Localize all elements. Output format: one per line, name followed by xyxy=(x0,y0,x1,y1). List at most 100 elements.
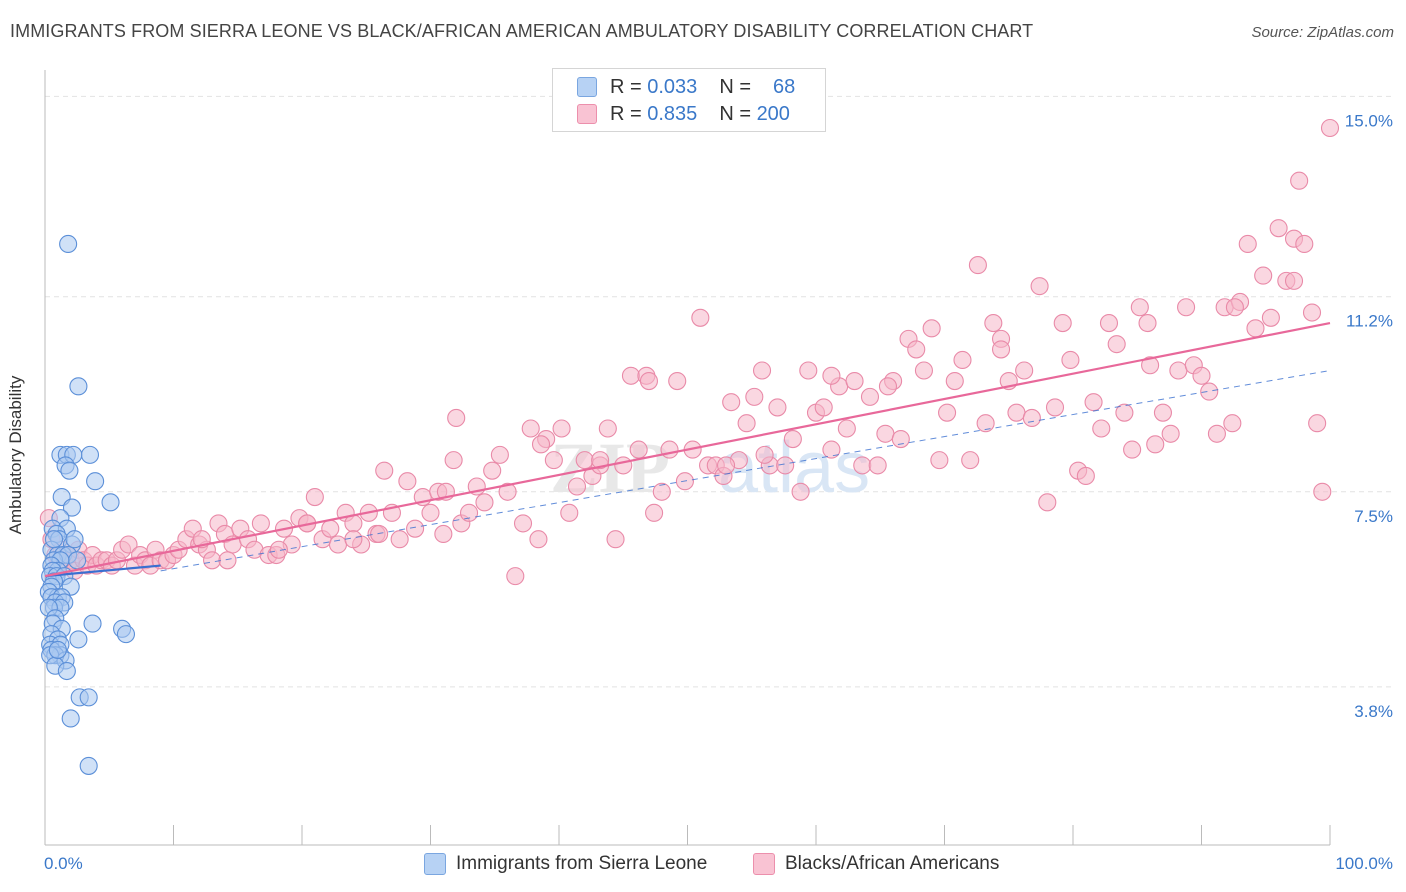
bottom-legend-label: Immigrants from Sierra Leone xyxy=(456,853,708,874)
point-black-african-american xyxy=(1238,234,1257,254)
point-black-african-american xyxy=(406,519,425,538)
point-black-african-american xyxy=(822,366,841,385)
point-sierra-leone xyxy=(80,445,100,464)
point-black-african-american xyxy=(398,472,417,491)
point-black-african-american xyxy=(1302,303,1322,322)
point-black-african-american xyxy=(860,387,880,406)
bottom-legend-item-black-african-american[interactable]: Blacks/African Americans xyxy=(753,852,999,876)
point-black-african-american xyxy=(483,461,502,480)
point-black-african-american xyxy=(639,372,659,391)
point-black-african-american xyxy=(1007,403,1026,422)
point-black-african-american xyxy=(1099,314,1119,333)
point-black-african-american xyxy=(531,435,551,454)
point-black-african-american xyxy=(447,408,466,428)
point-black-african-american xyxy=(269,540,288,559)
point-black-african-american xyxy=(1207,424,1226,443)
point-black-african-american xyxy=(475,493,494,512)
legend-r-label: R = xyxy=(610,102,642,125)
trend-line-sierra-leone xyxy=(44,564,161,578)
point-black-african-american xyxy=(606,530,625,549)
bottom-legend-item-sierra-leone[interactable]: Immigrants from Sierra Leone xyxy=(424,852,707,876)
point-black-african-american xyxy=(1030,277,1049,296)
point-black-african-american xyxy=(1107,335,1126,354)
point-black-african-american xyxy=(868,456,887,475)
point-black-african-american xyxy=(544,451,563,470)
point-black-african-american xyxy=(845,372,864,391)
point-black-african-american xyxy=(1022,408,1041,428)
point-black-african-american xyxy=(907,340,926,359)
y-axis-label: Ambulatory Disability xyxy=(6,375,25,535)
point-sierra-leone xyxy=(59,234,78,254)
point-black-african-american xyxy=(822,440,841,459)
point-black-african-american xyxy=(375,461,394,480)
point-sierra-leone xyxy=(101,493,120,512)
point-sierra-leone xyxy=(60,461,79,480)
point-black-african-american xyxy=(1169,361,1188,380)
point-black-african-american xyxy=(1261,308,1280,327)
point-sierra-leone xyxy=(79,756,98,775)
point-black-african-american xyxy=(498,482,517,501)
point-black-african-american xyxy=(645,503,664,522)
bottom-legend-swatch-blue xyxy=(424,853,446,875)
point-black-african-american xyxy=(961,451,980,470)
point-black-african-american xyxy=(390,530,409,549)
point-black-african-american xyxy=(1225,298,1244,317)
point-black-african-american xyxy=(737,414,756,433)
point-black-african-american xyxy=(922,319,941,338)
point-black-african-american xyxy=(752,361,772,380)
point-black-african-american xyxy=(567,477,587,496)
point-black-african-american xyxy=(203,551,222,570)
point-black-african-american xyxy=(251,514,270,533)
point-black-african-american xyxy=(1123,440,1142,459)
bottom-legend-label: Blacks/African Americans xyxy=(785,853,1000,874)
point-black-african-american xyxy=(1053,314,1072,333)
point-black-african-american xyxy=(876,424,895,443)
point-black-african-american xyxy=(1284,271,1304,290)
point-black-african-american xyxy=(976,414,995,433)
point-black-african-american xyxy=(745,387,764,406)
point-black-african-american xyxy=(575,451,594,470)
point-sierra-leone xyxy=(86,472,105,491)
point-black-african-american xyxy=(938,403,957,422)
point-black-african-american xyxy=(1146,435,1165,454)
point-black-african-american xyxy=(791,482,810,501)
point-black-african-american xyxy=(529,530,548,549)
point-black-african-american xyxy=(1084,393,1103,412)
legend-swatch-blue xyxy=(577,77,597,97)
point-black-african-american xyxy=(930,451,949,470)
point-black-african-american xyxy=(878,377,898,396)
trend-lines xyxy=(44,321,1331,578)
point-black-african-american xyxy=(776,456,795,475)
point-black-african-american xyxy=(629,440,648,459)
legend-row-black-african-american: R = 0.835 N = 200 xyxy=(577,102,790,126)
point-black-african-american xyxy=(421,503,440,522)
point-black-african-american xyxy=(1153,403,1172,422)
point-black-african-american xyxy=(722,393,741,412)
point-black-african-american xyxy=(1130,298,1149,317)
point-black-african-american xyxy=(614,456,633,475)
point-sierra-leone xyxy=(44,530,64,549)
point-black-african-american xyxy=(1115,403,1134,422)
point-black-african-american xyxy=(1295,234,1314,254)
point-black-african-american xyxy=(370,524,389,543)
watermark: ZIP atlas xyxy=(550,428,870,508)
point-sierra-leone xyxy=(69,630,88,649)
point-black-african-american xyxy=(891,429,910,449)
y-tick-label: 11.2% xyxy=(1346,312,1393,331)
point-black-african-american xyxy=(1192,366,1211,385)
legend-row-sierra-leone: R = 0.033 N = 68 xyxy=(577,75,795,99)
point-black-african-american xyxy=(1223,414,1242,433)
point-black-african-american xyxy=(953,350,972,370)
point-black-african-american xyxy=(552,419,571,438)
point-black-african-american xyxy=(968,256,987,275)
point-black-african-american xyxy=(1015,361,1034,380)
point-black-african-american xyxy=(459,503,479,522)
point-sierra-leone xyxy=(48,640,67,659)
point-black-african-american xyxy=(1161,424,1180,443)
point-sierra-leone xyxy=(61,709,80,728)
point-black-african-american xyxy=(344,530,363,549)
point-black-african-american xyxy=(991,340,1011,359)
point-black-african-american xyxy=(768,398,787,417)
correlation-legend: R = 0.033 N = 68 R = 0.835 N = 200 xyxy=(552,68,826,132)
